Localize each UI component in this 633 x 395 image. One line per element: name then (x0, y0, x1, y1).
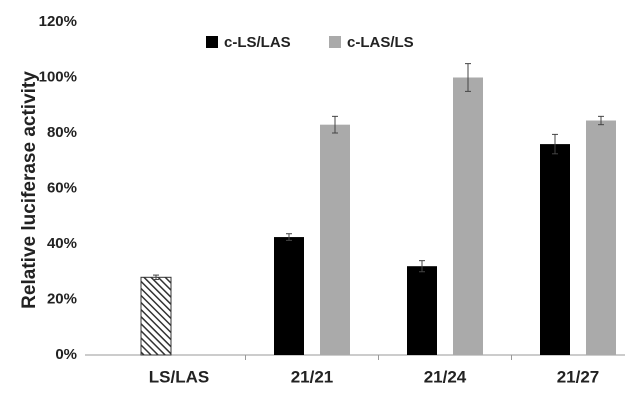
y-tick-label: 120% (39, 13, 77, 30)
x-tick-label: LS/LAS (149, 367, 209, 386)
x-tick-label: 21/27 (557, 367, 600, 386)
legend-swatch (329, 36, 341, 48)
y-tick-label: 40% (47, 235, 77, 252)
bar (586, 120, 616, 355)
x-tick-label: 21/24 (424, 367, 467, 386)
x-tick-label: 21/21 (291, 367, 334, 386)
bar (407, 266, 437, 355)
y-axis-label: Relative luciferase activity (19, 71, 40, 309)
bar (274, 237, 304, 355)
legend-label: c-LAS/LS (347, 34, 414, 51)
y-tick-label: 60% (47, 179, 77, 196)
y-tick-label: 20% (47, 290, 77, 307)
bar (540, 144, 570, 355)
y-tick-label: 80% (47, 124, 77, 141)
bar (320, 124, 350, 355)
bar (140, 276, 172, 356)
y-tick-label: 0% (55, 346, 77, 363)
y-tick-label: 100% (39, 68, 77, 85)
bar (453, 77, 483, 355)
legend-label: c-LS/LAS (224, 34, 291, 51)
legend-swatch (206, 36, 218, 48)
